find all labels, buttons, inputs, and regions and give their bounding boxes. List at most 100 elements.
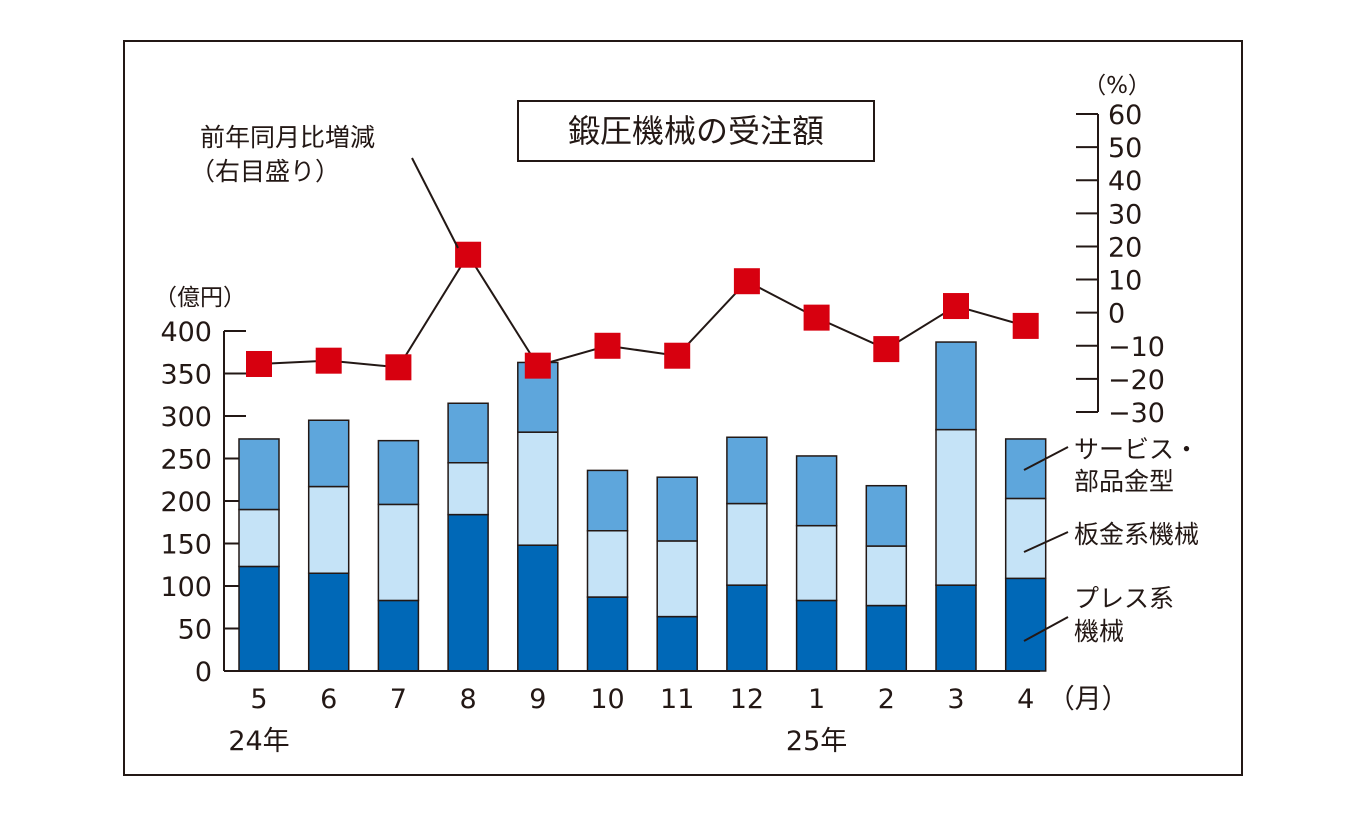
bar-segment [377, 599, 420, 672]
bar-stacks [238, 341, 1047, 672]
left-axis-tick-label: 50 [178, 615, 212, 646]
bar-segment [377, 503, 420, 602]
left-axis-tick-label: 200 [160, 487, 212, 518]
bar-segment [935, 428, 977, 586]
x-tick-label: 10 [590, 684, 624, 715]
x-tick-label: 1 [808, 684, 825, 715]
yoy-point [455, 241, 482, 268]
left-axis-unit: （億円） [154, 285, 246, 311]
bar-segment [238, 438, 280, 511]
yoy-point [315, 347, 342, 374]
bar-segment [656, 540, 698, 618]
bar-segment [726, 584, 768, 672]
bar-segment [726, 502, 768, 586]
x-axis: 5 6 7 8 9 10 11 12 1 2 3 4 （月）24年 25年 [224, 670, 1129, 757]
x-tick-label: 8 [460, 684, 477, 715]
right-axis-tick-label: 50 [1108, 133, 1142, 164]
right-axis-unit: （%） [1083, 73, 1151, 99]
legend-sheet-label: 板金系機械 [1074, 520, 1199, 549]
bar-segment [1004, 577, 1047, 672]
right-axis-tick-label: 60 [1108, 100, 1142, 131]
yoy-point [873, 336, 900, 363]
yoy-point [594, 332, 621, 359]
x-tick-label: 2 [878, 684, 895, 715]
legend-service-leader [1023, 446, 1069, 471]
left-axis-tick-label: 0 [195, 657, 212, 688]
bar-segment [726, 436, 768, 505]
x-tick-label: 12 [730, 684, 764, 715]
bar-segment [307, 419, 350, 488]
yoy-point [803, 304, 830, 331]
yoy-point [385, 354, 412, 381]
bar-segment [795, 524, 838, 602]
yoy-point [664, 342, 691, 369]
legend-service-label-2: 部品金型 [1074, 467, 1174, 496]
bar-segment [935, 341, 977, 431]
bar-segment [795, 455, 838, 527]
left-axis: 0 50 100 150 200 250 300 350 400 [160, 317, 246, 688]
yoy-line [246, 241, 1039, 381]
bar-segment [447, 513, 489, 672]
chart-title: 鍛圧機械の受注額 [568, 112, 824, 150]
left-axis-tick-label: 250 [160, 445, 212, 476]
bar-segment [307, 485, 350, 574]
yoy-point [246, 350, 272, 377]
line-annotation-leader [411, 157, 459, 249]
yoy-point [733, 268, 760, 295]
x-tick-label: 3 [947, 684, 964, 715]
bar-segment [865, 484, 908, 547]
bar-segment [238, 508, 280, 568]
bar-segment [656, 615, 698, 672]
bar-segment [238, 565, 280, 672]
year-label: 25年 [786, 726, 847, 757]
year-label: 24年 [228, 726, 289, 757]
x-tick-label: 7 [390, 684, 407, 715]
left-axis-tick-label: 400 [160, 317, 212, 348]
legend-press-label-2: 機械 [1074, 617, 1124, 646]
bar-segment [865, 604, 908, 672]
bar-segment [795, 599, 838, 672]
bar-segment [656, 476, 698, 542]
bar-segment [307, 572, 350, 672]
bar-segment [586, 596, 629, 672]
left-axis-tick-label: 100 [160, 572, 212, 603]
right-axis-tick-label: 10 [1108, 266, 1142, 297]
right-axis-tick-label: 20 [1108, 232, 1142, 263]
left-axis-tick-label: 150 [160, 530, 212, 561]
yoy-point [524, 352, 551, 379]
right-axis-tick-label: 0 [1108, 299, 1125, 330]
bar-segment [1004, 497, 1047, 580]
x-tick-label: 9 [529, 684, 546, 715]
title-box [517, 100, 875, 162]
legend-press-label-1: プレス系 [1074, 584, 1174, 613]
bar-segment [517, 431, 559, 546]
right-axis-tick-label: 30 [1108, 199, 1142, 230]
yoy-point [943, 293, 969, 320]
bar-segment [935, 584, 977, 672]
bar-segment [517, 544, 559, 672]
legend-press-leader [1023, 616, 1069, 642]
right-axis-tick-label: −10 [1108, 332, 1165, 363]
x-tick-label: 11 [660, 684, 694, 715]
line-annotation-label-2: （右目盛り） [190, 157, 340, 186]
bar-segment [865, 545, 908, 607]
x-tick-label: 5 [250, 684, 267, 715]
right-axis-tick-label: 40 [1108, 166, 1142, 197]
bar-segment [447, 402, 489, 464]
bar-segment [586, 530, 629, 598]
bar-segment [586, 469, 629, 532]
x-axis-unit: （月） [1048, 684, 1129, 715]
legend-service-label-1: サービス・ [1074, 435, 1199, 464]
x-tick-label: 6 [320, 684, 337, 715]
legend-sheet-leader [1023, 531, 1069, 553]
right-axis-tick-label: −30 [1108, 398, 1165, 429]
bar-segment [377, 439, 420, 506]
left-axis-tick-label: 350 [160, 360, 212, 391]
x-tick-label: 4 [1017, 684, 1034, 715]
right-axis-tick-label: −20 [1108, 365, 1165, 396]
line-annotation-label-1: 前年同月比増減 [200, 123, 375, 152]
left-axis-tick-label: 300 [160, 402, 212, 433]
yoy-point [1012, 312, 1039, 339]
